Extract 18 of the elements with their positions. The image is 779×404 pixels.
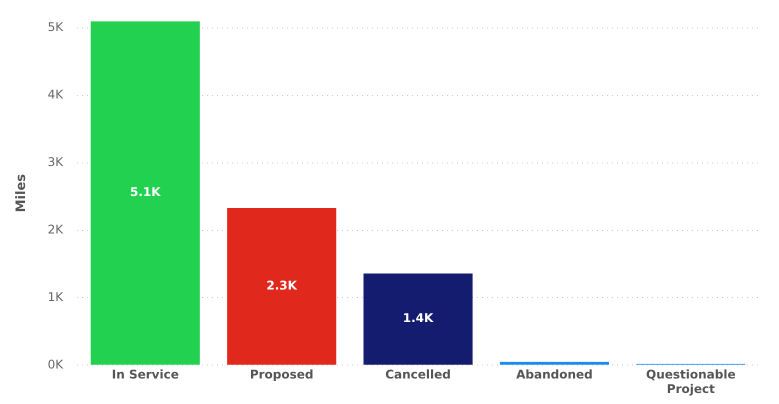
bar [227, 208, 336, 365]
y-tick-label: 4K [48, 88, 64, 102]
y-tick-label: 0K [48, 357, 64, 372]
data-label: 5.1K [130, 185, 162, 200]
x-tick-label: Abandoned [516, 368, 593, 382]
y-tick-label: 1K [48, 290, 64, 304]
bar [90, 21, 200, 365]
bar [364, 273, 473, 365]
data-label: 2.3K [266, 278, 298, 292]
x-tick-label: Proposed [250, 368, 314, 382]
x-tick-label: In Service [112, 368, 179, 382]
y-axis-title: Miles [14, 174, 30, 212]
y-tick-label: 3K [48, 154, 64, 169]
y-tick-label: 2K [48, 222, 64, 236]
x-tick-label: Cancelled [385, 368, 451, 382]
x-tick-label: Questionable Project [646, 368, 736, 396]
data-label: 1.4K [402, 311, 434, 326]
y-tick-label: 5K [48, 20, 64, 34]
